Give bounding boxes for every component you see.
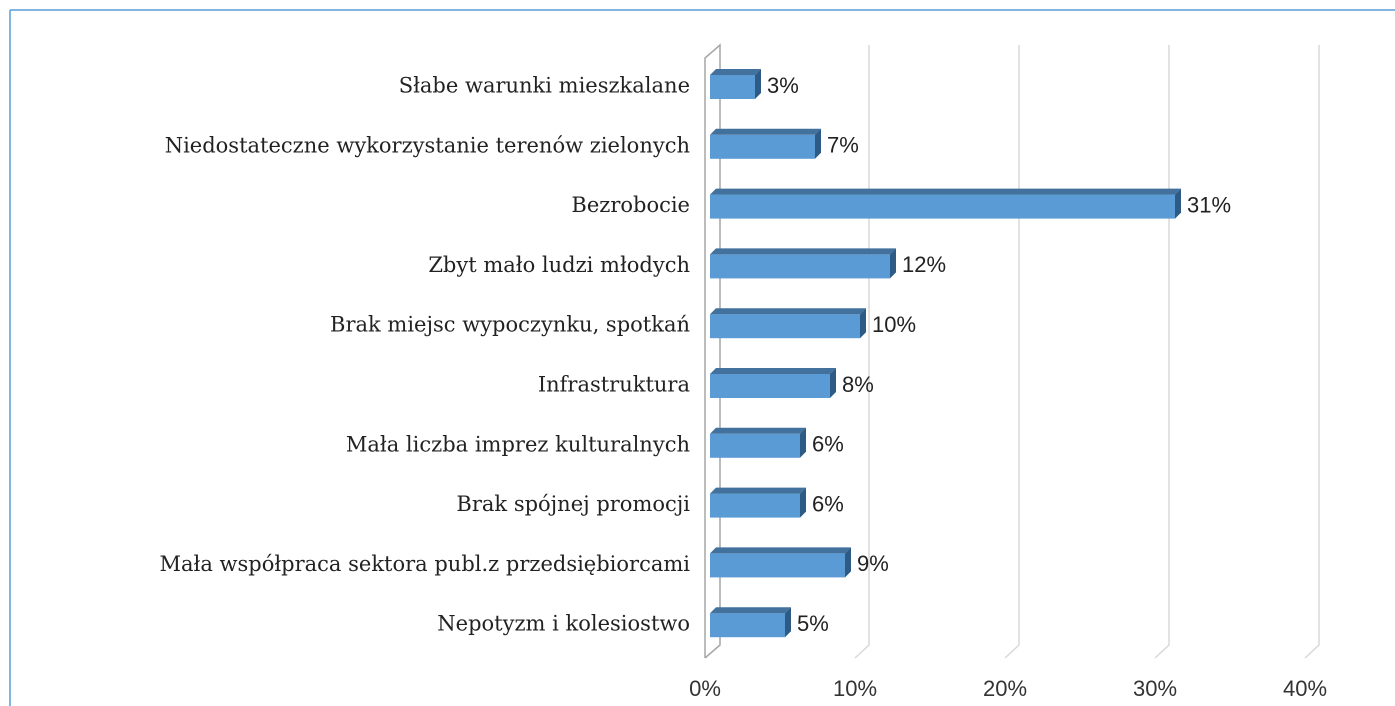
category-label: Nepotyzm i kolesiostwo (437, 612, 690, 636)
bar-side (890, 248, 896, 279)
bar-top (710, 248, 896, 255)
bar (710, 433, 800, 458)
bar (710, 75, 755, 99)
bar-top (710, 547, 851, 554)
grid-line (854, 45, 870, 659)
bar-side (800, 427, 806, 458)
bar (710, 254, 890, 279)
category-label: Mała liczba imprez kulturalnych (346, 432, 690, 456)
data-label: 10% (872, 312, 916, 337)
bar-side (845, 547, 851, 578)
x-tick-label: 10% (833, 676, 877, 701)
bar-top (710, 487, 806, 494)
data-label: 6% (812, 432, 844, 457)
data-label: 6% (812, 491, 844, 516)
category-label: Zbyt mało ludzi młodych (428, 253, 690, 277)
bar-top (710, 188, 1181, 195)
data-label: 5% (797, 611, 829, 636)
x-tick-label: 0% (689, 676, 721, 701)
bar (710, 553, 845, 578)
bar (710, 493, 800, 518)
bar-top (710, 607, 791, 614)
category-label: Infrastruktura (538, 373, 690, 397)
data-label: 3% (767, 73, 799, 98)
category-label: Bezrobocie (571, 193, 690, 217)
category-label: Brak spójnej promocji (456, 492, 690, 516)
bar (710, 613, 785, 638)
bar (710, 134, 815, 159)
grid-line (1154, 45, 1170, 659)
bar-side (830, 368, 836, 398)
grid-line (1304, 45, 1320, 659)
bar-side (860, 308, 866, 339)
data-label: 12% (902, 252, 946, 277)
category-label: Niedostateczne wykorzystanie terenów zie… (165, 133, 690, 157)
bar-top (710, 368, 836, 374)
category-label: Słabe warunki mieszkalane (399, 74, 690, 98)
bar-side (755, 69, 761, 99)
bar-side (800, 487, 806, 518)
x-tick-label: 40% (1283, 676, 1327, 701)
bar-side (1175, 188, 1181, 219)
bar (710, 314, 860, 339)
x-tick-label: 20% (983, 676, 1027, 701)
data-label: 7% (827, 133, 859, 158)
bar-top (710, 308, 866, 315)
category-label: Brak miejsc wypoczynku, spotkań (330, 313, 690, 337)
bar-top (710, 69, 761, 75)
grid-line (1004, 45, 1020, 659)
x-tick-label: 30% (1133, 676, 1177, 701)
data-label: 9% (857, 551, 889, 576)
category-label: Mała współpraca sektora publ.z przedsięb… (159, 552, 690, 576)
bar-side (815, 128, 821, 159)
bar (710, 194, 1175, 219)
bar-top (710, 128, 821, 135)
side-wall (704, 43, 721, 659)
bar (710, 374, 830, 398)
data-label: 8% (842, 372, 874, 397)
bar-top (710, 427, 806, 434)
data-label: 31% (1187, 192, 1231, 217)
bar-side (785, 607, 791, 638)
